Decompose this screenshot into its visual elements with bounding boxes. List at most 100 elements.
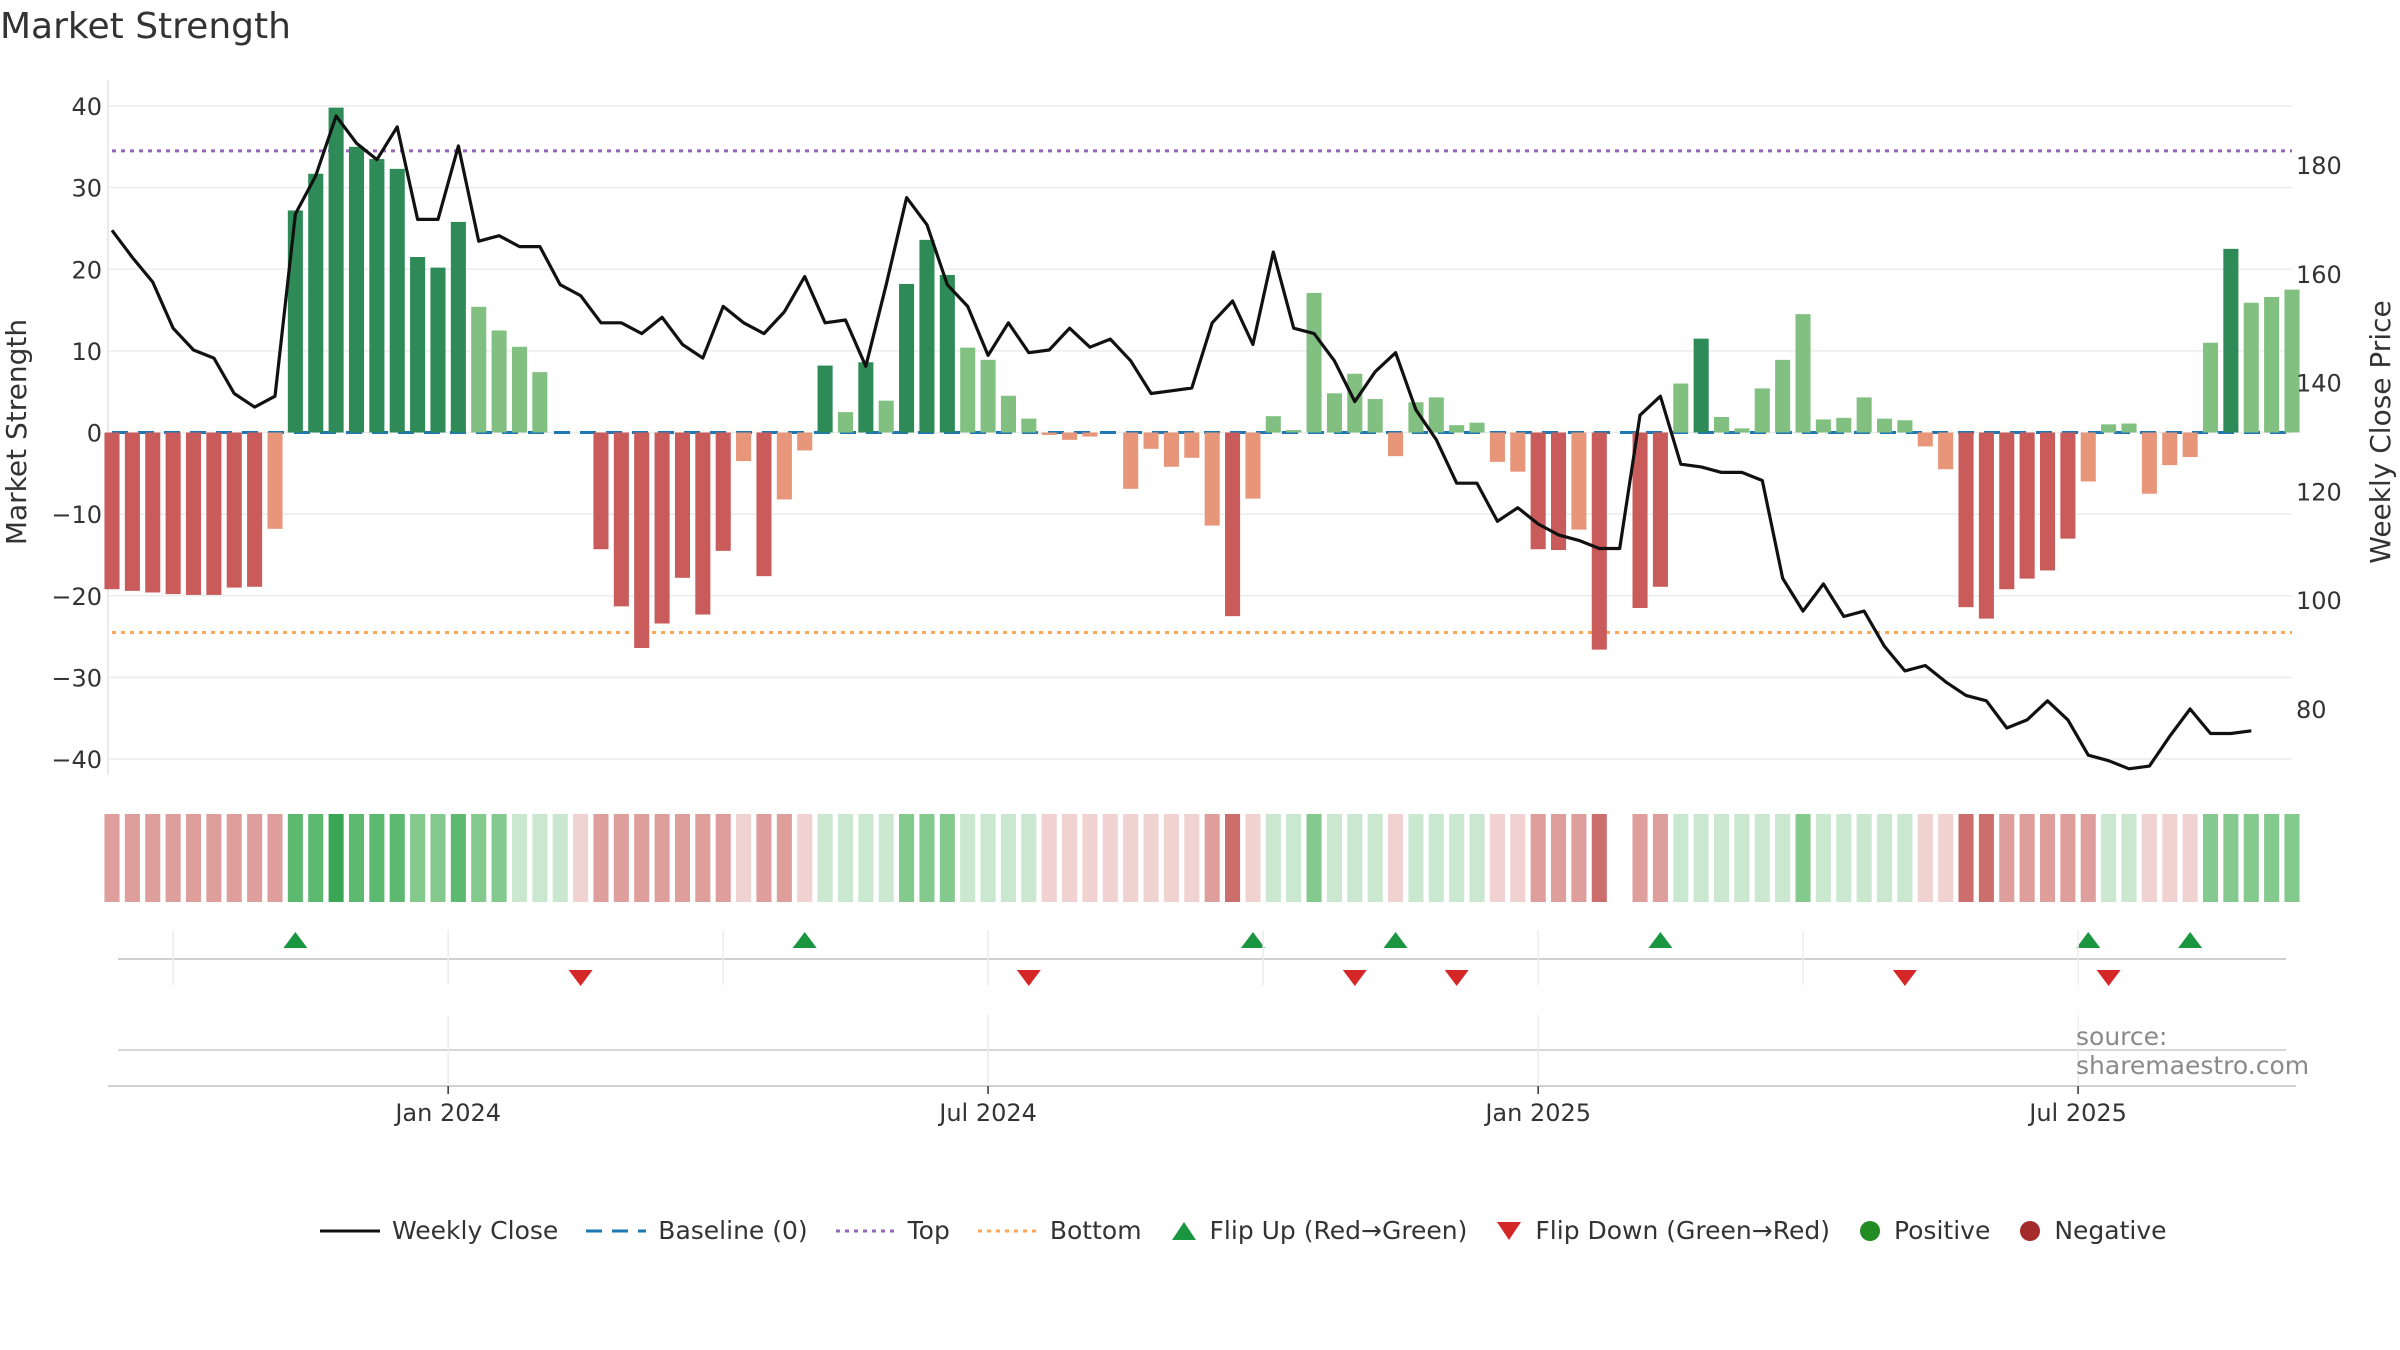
flip-up-marker xyxy=(792,932,817,948)
regime-cell xyxy=(1693,814,1709,902)
regime-cell xyxy=(145,814,161,902)
legend-item-bottom[interactable]: Bottom xyxy=(977,1216,1142,1245)
regime-cell xyxy=(1041,814,1057,902)
regime-cell xyxy=(1856,814,1872,902)
legend-item-flip-down[interactable]: Flip Down (Green→Red) xyxy=(1495,1216,1830,1245)
regime-cell xyxy=(1652,814,1668,902)
regime-cell xyxy=(756,814,772,902)
strength-bar xyxy=(1775,359,1791,433)
strength-bar xyxy=(980,359,996,433)
strength-bar xyxy=(634,432,650,648)
regime-cell xyxy=(1795,814,1811,902)
regime-cell xyxy=(267,814,283,902)
strength-bar xyxy=(2243,302,2259,433)
y-tick-label: 0 xyxy=(87,420,102,448)
strength-bar xyxy=(1510,432,1526,472)
regime-cell xyxy=(308,814,324,902)
regime-cell xyxy=(2101,814,2117,902)
regime-cell xyxy=(1938,814,1954,902)
strength-bar xyxy=(960,347,976,433)
x-tick-label: Jan 2024 xyxy=(393,1099,501,1127)
strength-bar xyxy=(2264,297,2280,433)
strength-bar xyxy=(308,173,324,433)
strength-bar xyxy=(1041,432,1057,435)
strength-bar xyxy=(674,432,691,578)
regime-cell xyxy=(960,814,976,902)
regime-cell xyxy=(226,814,242,902)
flip-down-marker xyxy=(2096,970,2121,986)
regime-cell xyxy=(430,814,446,902)
strength-bar xyxy=(939,274,955,433)
strength-bar xyxy=(206,432,222,595)
strength-bar xyxy=(1530,432,1546,550)
y-axis-label: Market Strength xyxy=(0,319,33,545)
regime-cell xyxy=(450,814,466,902)
regime-cell xyxy=(1775,814,1791,902)
strength-bar xyxy=(1999,432,2015,590)
regime-cell xyxy=(2019,814,2035,902)
regime-cell xyxy=(715,814,731,902)
regime-cell xyxy=(1245,814,1261,902)
strength-bar xyxy=(2121,423,2137,433)
regime-cell xyxy=(348,814,365,902)
regime-cell xyxy=(1408,814,1424,902)
strength-bar xyxy=(369,159,385,433)
dotted-line-swatch-icon xyxy=(977,1226,1038,1236)
strength-bar xyxy=(267,432,283,529)
regime-cell xyxy=(1306,814,1322,902)
regime-cell xyxy=(776,814,792,902)
regime-cell xyxy=(1143,814,1159,902)
regime-cell xyxy=(1510,814,1526,902)
strength-bar xyxy=(1836,417,1852,433)
strength-bar xyxy=(1326,393,1342,433)
regime-cell xyxy=(2202,814,2219,902)
regime-cell xyxy=(858,814,874,902)
legend-item-weekly-close[interactable]: Weekly Close xyxy=(320,1216,558,1245)
strength-bar xyxy=(145,432,161,593)
strength-bar xyxy=(2141,432,2157,494)
regime-cell xyxy=(1204,814,1220,902)
strength-bar xyxy=(2101,424,2117,433)
y-tick-label: −30 xyxy=(51,664,102,692)
regime-cell xyxy=(328,814,344,902)
legend-item-top[interactable]: Top xyxy=(835,1216,950,1245)
strength-bar xyxy=(1286,430,1302,433)
regime-cell xyxy=(1469,814,1485,902)
strength-bar xyxy=(247,432,263,587)
strength-bar xyxy=(1306,292,1322,433)
regime-cell xyxy=(491,814,507,902)
strength-bar xyxy=(1489,432,1505,462)
regime-cell xyxy=(2121,814,2137,902)
legend-item-negative[interactable]: Negative xyxy=(2018,1216,2167,1245)
y2-tick-label: 100 xyxy=(2296,587,2342,615)
strength-bar xyxy=(328,107,344,433)
strength-bar xyxy=(2039,432,2056,571)
regime-cell xyxy=(1021,814,1037,902)
flip-down-marker xyxy=(1342,970,1367,986)
strength-bar xyxy=(1632,432,1648,608)
strength-bar xyxy=(1123,432,1139,489)
strength-bar xyxy=(1795,314,1811,433)
strength-bar xyxy=(1856,397,1872,433)
legend-item-baseline[interactable]: Baseline (0) xyxy=(586,1216,808,1245)
regime-cell xyxy=(1449,814,1465,902)
strength-bar xyxy=(919,239,935,433)
regime-cell xyxy=(1917,814,1933,902)
strength-bar xyxy=(899,283,915,433)
flip-up-marker xyxy=(1648,932,1673,948)
strength-bar xyxy=(2223,248,2239,433)
strength-bar xyxy=(1225,432,1241,617)
strength-bar xyxy=(593,432,609,550)
regime-cell xyxy=(1062,814,1078,902)
regime-cell xyxy=(1897,814,1913,902)
legend-item-positive[interactable]: Positive xyxy=(1858,1216,1990,1245)
regime-cell xyxy=(2060,814,2076,902)
regime-cell xyxy=(2162,814,2178,902)
legend-item-flip-up[interactable]: Flip Up (Red→Green) xyxy=(1170,1216,1467,1245)
regime-cell xyxy=(471,814,487,902)
legend-label: Baseline (0) xyxy=(658,1216,808,1245)
regime-cell xyxy=(1754,814,1770,902)
strength-bar xyxy=(1163,432,1179,467)
regime-cell xyxy=(817,814,833,902)
